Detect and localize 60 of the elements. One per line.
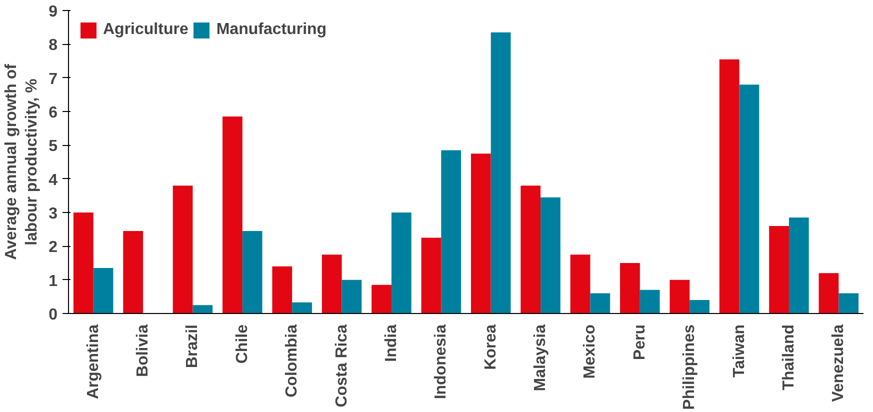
x-tick-label: Chile — [234, 324, 251, 364]
x-tick-label: Peru — [631, 324, 648, 360]
bar — [93, 268, 114, 314]
bar — [690, 300, 710, 314]
x-tick-label: Philippines — [681, 324, 698, 410]
x-tick-label: Indonesia — [432, 324, 450, 400]
y-tick-label: 7 — [48, 70, 58, 88]
x-tick-label: Thailand — [780, 324, 798, 390]
bar — [788, 218, 809, 314]
y-tick-label: 9 — [48, 4, 58, 20]
bar — [172, 186, 193, 314]
bar — [769, 226, 789, 314]
bar — [470, 154, 491, 314]
y-tick-label: 3 — [48, 206, 58, 222]
x-tick-label: Bolivia — [134, 324, 152, 377]
bar — [192, 305, 213, 314]
y-tick-label: 4 — [48, 172, 58, 189]
x-tick-label: Brazil — [184, 324, 202, 368]
bar — [73, 212, 94, 314]
bar — [421, 238, 442, 314]
bar — [719, 59, 740, 314]
bar — [818, 273, 839, 314]
bar — [123, 231, 144, 314]
x-tick-label: Argentina — [84, 324, 102, 400]
y-tick-label: 2 — [48, 239, 58, 256]
bar — [322, 254, 342, 314]
bar — [242, 231, 262, 314]
bar — [342, 280, 362, 314]
bar — [391, 212, 412, 314]
x-tick-label: Venezuela — [830, 324, 848, 402]
legend-label: Manufacturing — [216, 21, 327, 39]
bar — [292, 302, 312, 314]
x-tick-label: Costa Rica — [333, 324, 350, 408]
x-tick-label: Taiwan — [730, 324, 748, 378]
y-tick-label: 5 — [48, 138, 58, 156]
bar — [520, 186, 541, 314]
bar — [222, 116, 242, 314]
y-tick-label: 6 — [48, 104, 58, 122]
bar — [570, 254, 590, 314]
bar — [272, 266, 292, 314]
y-tick-label: 8 — [48, 37, 58, 54]
bar — [540, 197, 560, 314]
y-tick-label: 0 — [48, 306, 58, 324]
y-tick-label: 1 — [48, 272, 58, 290]
bar — [441, 150, 462, 314]
legend-label: Agriculture — [103, 21, 188, 39]
bar — [739, 84, 760, 314]
bar — [640, 290, 660, 314]
x-tick-label: Malaysia — [532, 324, 550, 392]
y-axis-title: Average annual growth of labour productivity, % — [3, 63, 41, 260]
bar — [372, 284, 392, 314]
bar — [620, 263, 640, 314]
bar — [670, 280, 690, 314]
bar — [838, 293, 859, 314]
x-tick-label: India — [382, 324, 400, 362]
x-tick-label: Colombia — [284, 324, 301, 398]
x-tick-label: Korea — [482, 324, 500, 370]
bar — [490, 32, 511, 314]
bar — [590, 293, 610, 314]
x-tick-label: Mexico — [582, 324, 599, 379]
